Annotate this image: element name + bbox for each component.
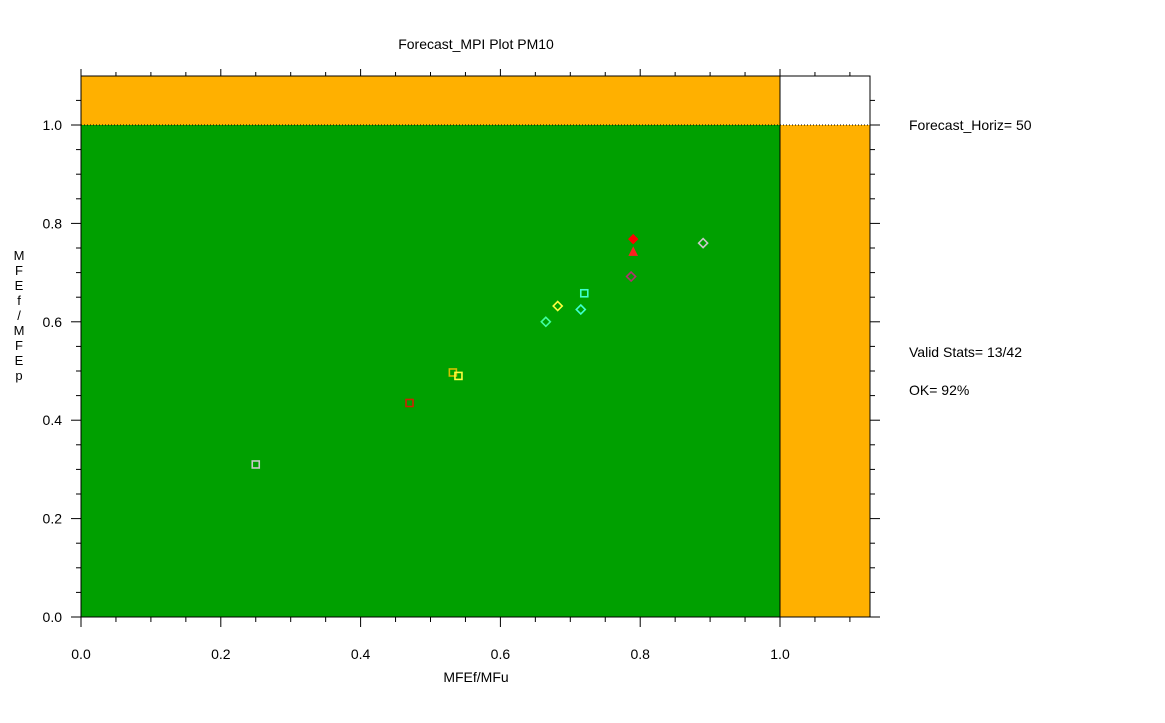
y-tick-label: 0.0 xyxy=(43,609,63,625)
plot-regions xyxy=(81,76,870,617)
y-axis-label-letter: M xyxy=(13,248,25,263)
x-axis: 0.0 0.2 0.4 0.6 0.8 1.0 xyxy=(71,69,851,662)
data-point xyxy=(405,398,414,408)
valid-stats-label: Valid Stats= 13/42 xyxy=(909,344,1022,360)
data-point xyxy=(628,233,639,245)
data-point xyxy=(540,316,552,328)
y-axis-label-letter: / xyxy=(17,308,21,323)
y-axis-label-letter: E xyxy=(14,278,24,293)
chart-title: Forecast_MPI Plot PM10 xyxy=(398,36,554,52)
data-point xyxy=(251,460,261,469)
warn-region-right xyxy=(780,125,870,617)
x-axis-label: MFEf/MFu xyxy=(443,669,508,685)
ok-region xyxy=(81,125,780,617)
y-tick-label: 0.2 xyxy=(43,511,63,527)
data-points xyxy=(251,233,709,469)
x-tick-label: 0.4 xyxy=(351,646,371,662)
forecast-horizon-label: Forecast_Horiz= 50 xyxy=(909,117,1032,133)
y-tick-label: 0.8 xyxy=(43,215,63,231)
data-point xyxy=(625,270,637,283)
data-point xyxy=(552,300,564,312)
y-axis-label-letter: p xyxy=(15,368,23,383)
x-tick-label: 0.0 xyxy=(71,646,91,662)
ok-percentage-label: OK= 92% xyxy=(909,382,970,398)
x-tick-label: 0.6 xyxy=(491,646,511,662)
data-point xyxy=(628,246,639,256)
y-tick-label: 0.4 xyxy=(43,412,63,428)
y-axis-label-letter: F xyxy=(15,263,23,278)
y-axis-label-letter: F xyxy=(15,338,23,353)
data-point xyxy=(697,237,709,249)
x-tick-label: 0.2 xyxy=(211,646,231,662)
warn-region-top xyxy=(81,76,780,125)
x-tick-label: 0.8 xyxy=(630,646,650,662)
data-point xyxy=(454,371,463,381)
data-point xyxy=(579,288,589,298)
y-axis-label-letter: E xyxy=(14,353,24,368)
threshold-lines xyxy=(81,76,870,617)
y-axis: 0.0 0.2 0.4 0.6 0.8 1.0 xyxy=(43,99,880,625)
x-tick-label: 1.0 xyxy=(770,646,790,662)
y-tick-label: 0.6 xyxy=(43,314,63,330)
y-tick-label: 1.0 xyxy=(43,117,63,133)
y-axis-label-letter: M xyxy=(13,323,25,338)
data-point xyxy=(575,303,587,316)
y-axis-label-letter: f xyxy=(17,293,21,308)
